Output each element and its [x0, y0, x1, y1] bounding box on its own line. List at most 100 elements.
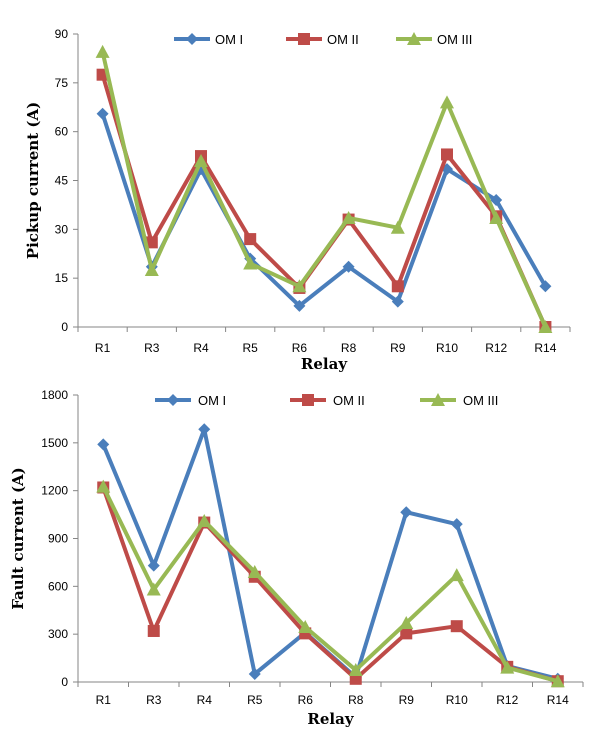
x-tick-label: R5: [247, 693, 263, 707]
data-point: [147, 559, 160, 572]
legend-item: OM II: [286, 32, 359, 47]
y-tick-label: 300: [48, 627, 68, 641]
fault-current-chart: 0 300 600 900 1200 1500 1800 R1 R3 R4 R5 R6 R8 R9 R10 R…: [9, 388, 584, 728]
legend-marker: [431, 393, 445, 406]
x-tick-label: R9: [399, 693, 415, 707]
y-tick-label: 15: [55, 271, 69, 285]
data-point: [399, 616, 414, 630]
series-om-ii: [97, 481, 564, 688]
x-tick-label: R6: [292, 341, 308, 355]
data-point: [197, 513, 212, 527]
data-point: [539, 280, 552, 293]
pickup-current-chart: 0 15 30 45 60 75 90 R1 R3 R4 R5 R6 R8 R9 R10 R12 R14 Rela…: [24, 27, 571, 373]
data-point: [341, 210, 356, 224]
series-om-ii: [96, 68, 552, 333]
data-point: [198, 423, 211, 436]
data-point: [348, 663, 363, 677]
series-line: [101, 485, 559, 684]
data-point: [342, 260, 355, 273]
y-tick-label: 45: [55, 174, 69, 188]
x-tick-label: R14: [547, 693, 569, 707]
legend-marker: [298, 33, 310, 45]
legend-item: OM III: [396, 32, 472, 47]
x-tick-label: R4: [193, 341, 209, 355]
data-point: [96, 479, 111, 493]
x-tick-label: R1: [95, 341, 111, 355]
x-tick-label: R10: [436, 341, 458, 355]
x-tick-label: R12: [496, 693, 518, 707]
x-tick-label: R6: [298, 693, 314, 707]
y-axis-title: Pickup current (A): [24, 102, 42, 259]
x-tick-label: R14: [534, 341, 556, 355]
y-tick-label: 1800: [41, 388, 68, 402]
series-line: [101, 486, 559, 684]
x-tick-label: R3: [144, 341, 160, 355]
series-om-i: [96, 107, 552, 312]
data-point: [247, 564, 262, 578]
data-point: [450, 518, 463, 531]
data-point: [449, 568, 464, 582]
y-tick-label: 90: [55, 27, 69, 41]
x-tick-label: R8: [341, 341, 357, 355]
data-point: [390, 220, 405, 234]
x-tick-label: R10: [446, 693, 468, 707]
series-om-iii: [96, 479, 565, 688]
series-om-iii: [95, 44, 553, 333]
data-point: [490, 194, 503, 207]
series-line: [100, 51, 548, 328]
legend-label: OM II: [327, 32, 359, 47]
x-axis-title: Relay: [307, 710, 354, 728]
data-point: [391, 295, 404, 308]
data-point: [489, 210, 504, 224]
legend-item: OM II: [290, 393, 365, 408]
data-point: [538, 320, 553, 333]
legend-item: OM I: [174, 32, 243, 47]
legend-label: OM III: [463, 393, 498, 408]
data-point: [194, 153, 208, 167]
y-tick-label: 60: [55, 125, 69, 139]
data-point: [441, 148, 453, 161]
x-tick-label: R3: [146, 693, 162, 707]
y-tick-label: 600: [48, 579, 68, 593]
data-point: [450, 620, 463, 633]
data-point: [293, 299, 306, 312]
series-line: [101, 427, 559, 681]
data-point: [147, 624, 160, 637]
y-tick-label: 30: [55, 222, 69, 236]
legend: OM I OM II OM III: [155, 393, 498, 408]
data-point: [146, 582, 161, 596]
y-tick-label: 0: [61, 320, 68, 334]
data-point: [145, 236, 158, 249]
legend-item: OM III: [420, 393, 498, 408]
x-axis-title: Relay: [301, 355, 348, 373]
x-tick-label: R4: [197, 693, 213, 707]
y-tick-label: 1200: [41, 484, 68, 498]
legend-label: OM III: [437, 32, 472, 47]
data-point: [248, 668, 261, 681]
data-point: [144, 263, 159, 277]
legend-label: OM I: [198, 393, 226, 408]
data-point: [96, 107, 109, 120]
y-tick-label: 0: [61, 675, 68, 689]
data-point: [400, 627, 413, 640]
x-tick-label: R9: [390, 341, 406, 355]
legend-marker: [186, 33, 198, 45]
data-point: [391, 280, 404, 293]
x-tick-label: R5: [243, 341, 259, 355]
data-point: [440, 95, 454, 109]
legend-marker: [407, 32, 421, 45]
legend-label: OM II: [333, 393, 365, 408]
y-axis-title: Fault current (A): [9, 467, 27, 610]
legend-label: OM I: [215, 32, 243, 47]
series-line: [100, 74, 548, 328]
data-point: [550, 674, 565, 688]
data-point: [243, 256, 258, 270]
data-point: [292, 279, 307, 293]
data-point: [400, 506, 413, 519]
y-tick-label: 1500: [41, 436, 68, 450]
data-point: [500, 660, 515, 674]
legend-marker: [302, 394, 314, 406]
y-tick-label: 900: [48, 532, 68, 546]
data-point: [97, 438, 110, 451]
